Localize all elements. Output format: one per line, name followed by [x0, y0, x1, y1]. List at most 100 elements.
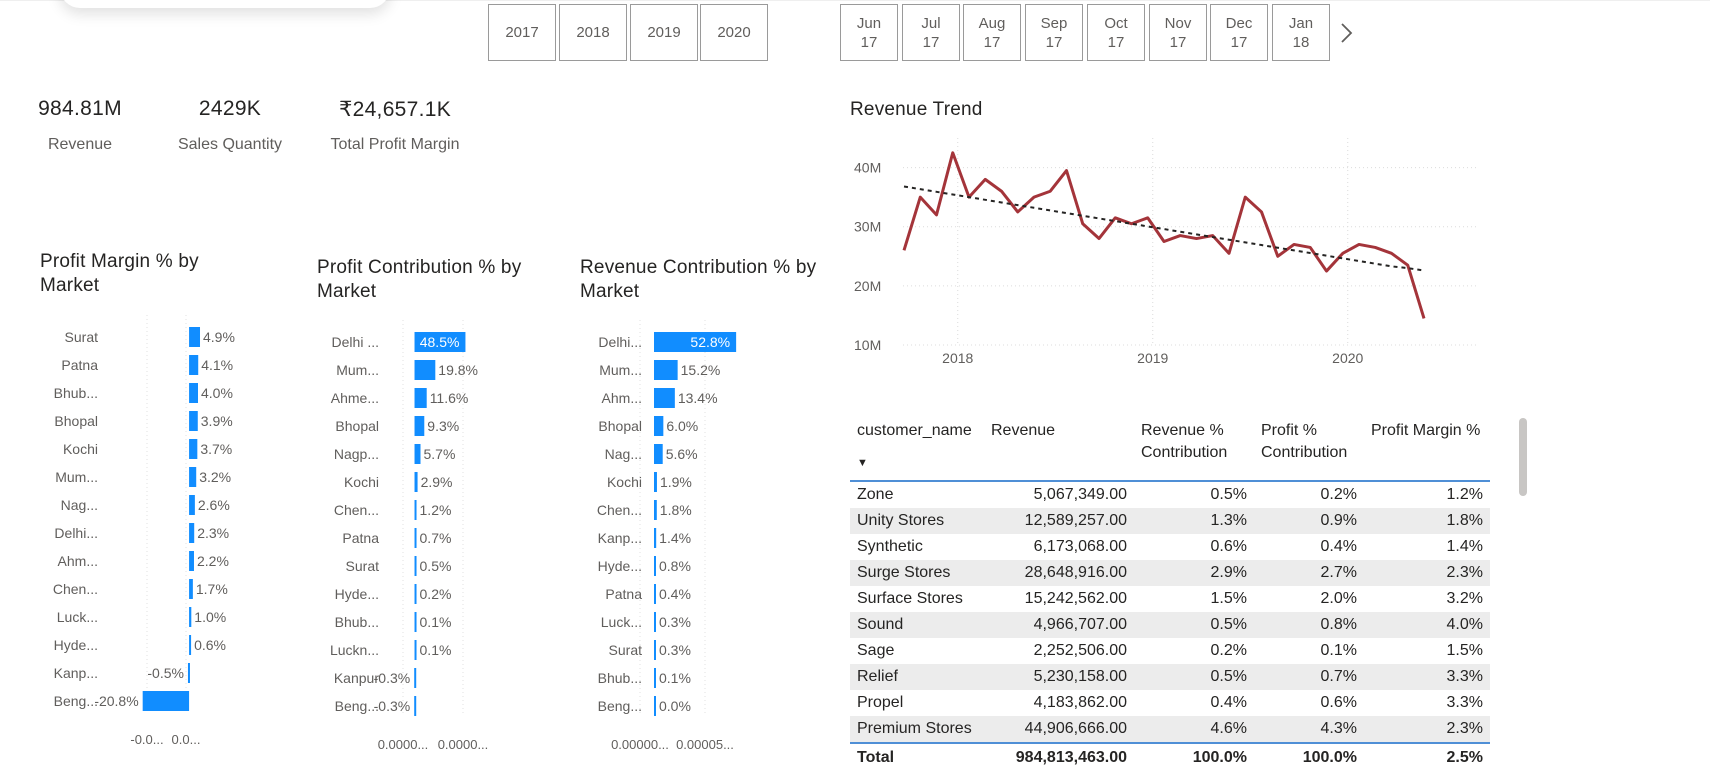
bar: [189, 607, 192, 627]
category-label: Beng...: [598, 698, 642, 714]
category-label: Bhub...: [335, 614, 379, 630]
month-button[interactable]: Aug 17: [963, 4, 1021, 61]
data-label: 0.5%: [420, 558, 452, 574]
category-label: Beng...: [54, 693, 98, 709]
category-label: Ahm...: [58, 553, 98, 569]
year-button-2017[interactable]: 2017: [488, 4, 556, 61]
column-header-revenue[interactable]: Revenue: [991, 422, 1056, 439]
bar: [414, 612, 417, 632]
bar: [189, 439, 198, 459]
data-label: 0.0%: [659, 698, 691, 714]
cell-profit-margin: 3.3%: [1446, 694, 1483, 711]
top-divider: [0, 0, 1710, 1]
month-year: 17: [860, 33, 878, 51]
column-header-customer-name[interactable]: customer_name ▼: [850, 414, 984, 481]
month-button[interactable]: Jun 17: [840, 4, 898, 61]
column-header-profit-margin[interactable]: Profit Margin %: [1371, 422, 1481, 439]
category-label: Ahme...: [331, 390, 379, 406]
category-label: Bhopal: [335, 418, 379, 434]
category-label: Bhub...: [54, 385, 98, 401]
cell-profit-margin: 1.5%: [1446, 642, 1483, 659]
bar: [414, 332, 466, 352]
year-button-2020[interactable]: 2020: [700, 4, 768, 61]
month-button[interactable]: Oct 17: [1087, 4, 1145, 61]
table-row[interactable]: Propel 4,183,862.00 0.4% 0.6% 3.3%: [850, 690, 1490, 716]
data-label: 0.8%: [659, 558, 691, 574]
month-button[interactable]: Nov 17: [1149, 4, 1207, 61]
bar: [189, 327, 201, 347]
revenue-contribution-bar-chart: Delhi... 52.8% Mum... 15.2% Ahm... 13.4% Bhopa…: [570, 320, 810, 770]
data-label: 0.1%: [659, 670, 691, 686]
cell-revenue: 6,173,068.00: [1033, 538, 1127, 555]
x-tick-label: 0.00000...: [611, 737, 669, 752]
category-label: Kanpur: [334, 670, 379, 686]
month-button[interactable]: Jul 17: [902, 4, 960, 61]
category-label: Nag...: [605, 446, 642, 462]
chart-title-profit-contribution: Profit Contribution % by Market: [317, 257, 522, 302]
x-tick-label: 2019: [1137, 350, 1168, 366]
cell-revenue: 15,242,562.00: [1024, 590, 1127, 607]
table-header-row: customer_name ▼ Revenue Revenue % Contrib…: [850, 414, 1490, 481]
bar: [189, 355, 199, 375]
cell-profit-contribution: 0.1%: [1320, 642, 1357, 659]
month-year: 17: [983, 33, 1001, 51]
x-tick-label: 0.0000...: [438, 737, 489, 752]
data-label: 0.1%: [420, 642, 452, 658]
cell-profit-contribution: 2.7%: [1254, 560, 1364, 586]
kpi-revenue-label: Revenue: [47, 136, 113, 153]
table-row[interactable]: Synthetic 6,173,068.00 0.6% 0.4% 1.4%: [850, 534, 1490, 560]
table-row[interactable]: Premium Stores 44,906,666.00 4.6% 4.3% 2.3%: [850, 716, 1490, 743]
cell-customer-name: Surface Stores: [857, 590, 963, 607]
data-label: 4.0%: [201, 385, 233, 401]
column-header-profit-contribution[interactable]: Profit % Contribution: [1261, 422, 1348, 461]
cell-profit-margin: 1.8%: [1364, 508, 1490, 534]
table-row[interactable]: Sound 4,966,707.00 0.5% 0.8% 4.0%: [850, 612, 1490, 638]
month-button[interactable]: Dec 17: [1210, 4, 1268, 61]
data-label: 3.7%: [200, 441, 232, 457]
customer-table: customer_name ▼ Revenue Revenue % Contrib…: [850, 414, 1490, 772]
data-label: 1.0%: [194, 609, 226, 625]
bar: [654, 416, 664, 436]
category-label: Kochi: [607, 474, 642, 490]
month-year: 17: [922, 33, 940, 51]
category-label: Delhi...: [54, 525, 98, 541]
category-label: Mum...: [336, 362, 379, 378]
month-button[interactable]: Jan 18: [1272, 4, 1330, 61]
data-label: 2.9%: [421, 474, 453, 490]
bar: [654, 332, 737, 352]
bar: [654, 612, 656, 632]
cell-revenue: 4,183,862.00: [1033, 694, 1127, 711]
cell-profit-margin: 2.3%: [1364, 560, 1490, 586]
category-label: Chen...: [597, 502, 642, 518]
table-row[interactable]: Unity Stores 12,589,257.00 1.3% 0.9% 1.8%: [850, 508, 1490, 534]
data-label: 0.6%: [194, 637, 226, 653]
data-label: 48.5%: [420, 334, 460, 350]
bar: [654, 696, 656, 716]
month-label: Dec: [1225, 14, 1253, 32]
year-button-2019[interactable]: 2019: [630, 4, 698, 61]
bar: [414, 472, 418, 492]
category-label: Nagp...: [334, 446, 379, 462]
table-row[interactable]: Surge Stores 28,648,916.00 2.9% 2.7% 2.3%: [850, 560, 1490, 586]
bar: [414, 556, 417, 576]
bar: [414, 500, 417, 520]
profit-margin-bar-svg: Surat 4.9% Patna 4.1% Bhub... 4.0% Bhopal 3.9% K…: [53, 315, 235, 747]
sort-descending-icon[interactable]: ▼: [857, 457, 868, 469]
cell-profit-margin: 3.2%: [1446, 590, 1483, 607]
category-label: Patna: [605, 586, 642, 602]
year-button-2018[interactable]: 2018: [559, 4, 627, 61]
cell-revenue-contribution: 0.4%: [1210, 694, 1247, 711]
chevron-right-icon[interactable]: [1339, 22, 1353, 51]
table-scrollbar[interactable]: [1519, 418, 1527, 496]
table-row[interactable]: Relief 5,230,158.00 0.5% 0.7% 3.3%: [850, 664, 1490, 690]
table-row[interactable]: Zone 5,067,349.00 0.5% 0.2% 1.2%: [850, 480, 1490, 508]
table-row[interactable]: Surface Stores 15,242,562.00 1.5% 2.0% 3.2%: [850, 586, 1490, 612]
month-button[interactable]: Sep 17: [1025, 4, 1083, 61]
month-label: Jul: [921, 14, 941, 32]
column-header-revenue-contribution[interactable]: Revenue % Contribution: [1141, 422, 1228, 461]
category-label: Chen...: [53, 581, 98, 597]
table-row[interactable]: Sage 2,252,506.00 0.2% 0.1% 1.5%: [850, 638, 1490, 664]
data-label: 9.3%: [427, 418, 459, 434]
profit-contribution-bar-svg: Delhi ... 48.5% Mum... 19.8% Ahme... 11.6% Bho…: [330, 320, 489, 752]
data-label: 4.9%: [203, 329, 235, 345]
